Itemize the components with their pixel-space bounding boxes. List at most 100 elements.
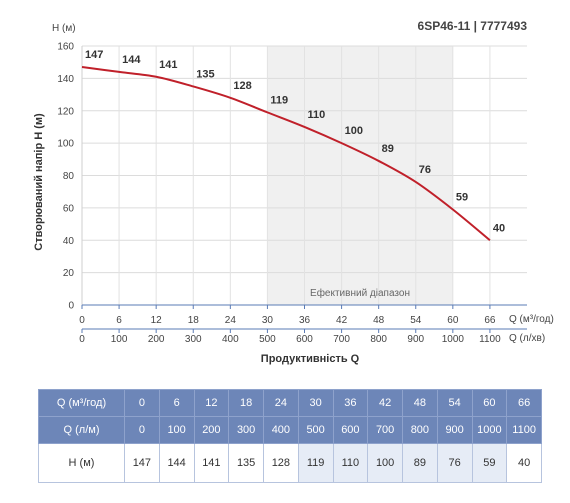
grid-lines <box>82 45 527 306</box>
chart-title: 6SP46-11 | 7777493 <box>418 19 528 33</box>
table-cell: 18 <box>228 389 264 417</box>
table-row-h: H (м) 147 144 141 135 128 119 110 100 89 76 59 40 <box>38 443 542 483</box>
table-cell: 128 <box>263 443 299 483</box>
y-tick-label: 0 <box>68 301 74 312</box>
y-tick-label: 80 <box>63 171 75 182</box>
data-label: 110 <box>308 109 326 121</box>
table-cell: 6 <box>158 389 195 417</box>
data-labels: 147 144 141 135 128 119 110 100 89 76 59 40 <box>85 49 505 234</box>
table-cell: 1000 <box>471 416 508 444</box>
table-cell: 76 <box>436 443 473 483</box>
table-cell: 40 <box>506 443 542 483</box>
data-label: 119 <box>270 94 288 106</box>
table-row-q-lmin: Q (л/м) 0 100 200 300 400 500 600 700 800 900 1000… <box>38 416 542 444</box>
table-cell: 100 <box>367 443 403 483</box>
table-cell: 600 <box>332 416 369 444</box>
x-tick-label-secondary: 800 <box>370 334 387 345</box>
x-tick-label-secondary: 500 <box>259 334 276 345</box>
data-label: 144 <box>122 54 141 66</box>
x-tick-label-primary: 24 <box>225 315 237 326</box>
table-cell: 66 <box>506 389 542 417</box>
y-axis-unit: H (м) <box>52 23 76 34</box>
axes: 0204060801001201401600061001220018300244… <box>57 42 527 345</box>
table-cell: 59 <box>471 443 508 483</box>
x-tick-label-secondary: 0 <box>79 334 85 345</box>
table-cell: 89 <box>402 443 438 483</box>
pump-performance-chart: 0204060801001201401600061001220018300244… <box>33 19 554 365</box>
table-cell: 400 <box>263 416 299 444</box>
x-tick-label-primary: 0 <box>79 315 85 326</box>
table-cell: 144 <box>158 443 195 483</box>
table-cell: 500 <box>297 416 334 444</box>
table-cell: 1100 <box>506 416 542 444</box>
table-cell: 800 <box>402 416 438 444</box>
performance-table: Q (м³/год) 0 6 12 18 24 30 36 42 48 54 60 66 Q (л/м… <box>38 389 542 483</box>
table-cell: 60 <box>471 389 508 417</box>
data-label: 89 <box>382 143 394 155</box>
y-tick-label: 60 <box>63 203 75 214</box>
y-axis-title: Створюваний напір H (м) <box>33 113 45 251</box>
table-cell: 0 <box>124 416 160 444</box>
table-cell: 141 <box>193 443 230 483</box>
x-tick-label-primary: 42 <box>336 315 348 326</box>
y-tick-label: 160 <box>57 42 74 53</box>
y-tick-label: 100 <box>57 139 74 150</box>
table-row-label: Q (м³/год) <box>38 389 125 417</box>
data-label: 40 <box>493 222 505 234</box>
x-tick-label-secondary: 400 <box>222 334 239 345</box>
series-curve <box>81 66 491 242</box>
table-cell: 135 <box>228 443 264 483</box>
data-label: 141 <box>159 59 177 71</box>
x-tick-label-primary: 60 <box>447 315 459 326</box>
x-tick-label-secondary: 600 <box>296 334 313 345</box>
data-label: 76 <box>419 164 431 176</box>
table-cell: 36 <box>332 389 369 417</box>
table-cell: 100 <box>158 416 195 444</box>
x-tick-label-primary: 48 <box>373 315 385 326</box>
x-tick-label-primary: 30 <box>262 315 274 326</box>
x-tick-label-primary: 54 <box>410 315 422 326</box>
y-tick-label: 20 <box>63 268 75 279</box>
y-tick-label: 140 <box>57 74 74 85</box>
table-cell: 700 <box>367 416 403 444</box>
table-cell: 42 <box>367 389 403 417</box>
table-row-label: Q (л/м) <box>38 416 125 444</box>
y-tick-label: 40 <box>63 236 75 247</box>
x-tick-label-primary: 66 <box>484 315 496 326</box>
data-label: 128 <box>233 80 251 92</box>
table-cell: 24 <box>263 389 299 417</box>
x-tick-label-primary: 12 <box>151 315 163 326</box>
table-cell: 30 <box>297 389 334 417</box>
table-cell: 54 <box>436 389 473 417</box>
series-line <box>81 66 491 242</box>
table-cell: 300 <box>228 416 264 444</box>
table-row-q-m3h: Q (м³/год) 0 6 12 18 24 30 36 42 48 54 60 66 <box>38 389 542 417</box>
x-axis-unit-primary: Q (м³/год) <box>509 314 554 325</box>
data-label: 59 <box>456 191 468 203</box>
x-tick-label-secondary: 100 <box>111 334 128 345</box>
x-axis-unit-secondary: Q (л/хв) <box>509 333 545 344</box>
x-tick-label-secondary: 1000 <box>442 334 465 345</box>
data-label: 147 <box>85 49 103 61</box>
table-cell: 900 <box>436 416 473 444</box>
x-tick-label-secondary: 700 <box>333 334 350 345</box>
x-tick-label-secondary: 300 <box>185 334 202 345</box>
table-cell: 200 <box>193 416 230 444</box>
x-tick-label-primary: 18 <box>188 315 200 326</box>
x-tick-label-primary: 6 <box>116 315 122 326</box>
y-tick-label: 120 <box>57 106 74 117</box>
x-tick-label-secondary: 1100 <box>479 334 501 345</box>
table-cell: 119 <box>297 443 334 483</box>
data-label: 135 <box>196 68 214 80</box>
x-axis-title: Продуктивність Q <box>261 353 360 365</box>
table-cell: 147 <box>124 443 160 483</box>
x-tick-label-secondary: 900 <box>407 334 424 345</box>
data-label: 100 <box>345 125 363 137</box>
table-cell: 110 <box>332 443 369 483</box>
x-tick-label-secondary: 200 <box>148 334 165 345</box>
table-cell: 0 <box>124 389 160 417</box>
table-row-label: H (м) <box>38 443 125 483</box>
table-cell: 48 <box>402 389 438 417</box>
table-cell: 12 <box>193 389 230 417</box>
efficient-range-label: Ефективний діапазон <box>310 287 410 299</box>
